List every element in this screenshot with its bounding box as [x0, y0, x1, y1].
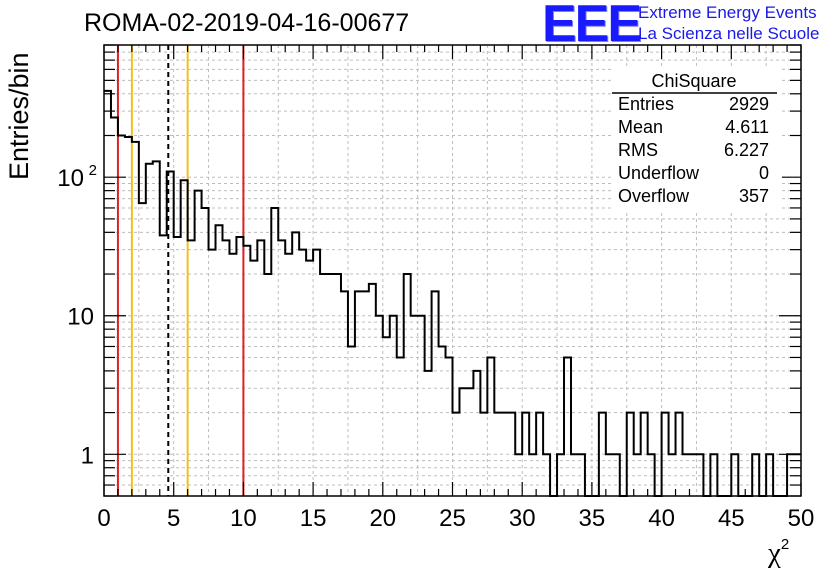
- stats-value: 0: [759, 163, 769, 183]
- x-axis-label: χ2: [768, 536, 789, 570]
- y-tick-label: 10: [67, 304, 94, 331]
- y-tick-label: 10: [57, 165, 84, 192]
- x-tick-label: 45: [718, 505, 745, 532]
- x-tick-label: 50: [788, 505, 815, 532]
- x-axis-label-main: χ: [768, 537, 781, 569]
- reference-lines: [116, 45, 245, 496]
- x-tick-label: 30: [509, 505, 536, 532]
- stats-label: Underflow: [618, 163, 700, 183]
- x-tick-label: 20: [369, 505, 396, 532]
- eee-logo-mark: EEE: [542, 0, 642, 53]
- stats-title: ChiSquare: [651, 71, 736, 91]
- stats-value: 357: [739, 186, 769, 206]
- stats-label: Overflow: [618, 186, 690, 206]
- stats-value: 2929: [729, 94, 769, 114]
- stats-label: Entries: [618, 94, 674, 114]
- stats-label: Mean: [618, 117, 663, 137]
- x-tick-label: 35: [579, 505, 606, 532]
- x-tick-label: 0: [97, 505, 110, 532]
- stats-label: RMS: [618, 140, 658, 160]
- logo-line-2: La Scienza nelle Scuole: [638, 24, 820, 43]
- y-tick-label: 1: [81, 442, 94, 469]
- logo-line-1: Extreme Energy Events: [638, 3, 817, 22]
- stats-value: 6.227: [724, 140, 769, 160]
- x-tick-label: 15: [300, 505, 327, 532]
- y-tick-label-sup: 2: [89, 162, 97, 179]
- x-tick-label: 25: [439, 505, 466, 532]
- axes: 0 5 10 15 20 25 30 35 40 45 50 1 10 10 2: [57, 44, 815, 532]
- stats-value: 4.611: [725, 117, 769, 137]
- stats-box: ChiSquare Entries 2929 Mean 4.611 RMS 6.227 Und…: [612, 66, 782, 212]
- x-tick-label: 40: [648, 505, 675, 532]
- grid: [104, 45, 801, 496]
- x-axis-label-sup: 2: [780, 536, 790, 553]
- x-tick-label: 5: [167, 505, 180, 532]
- stats-box-background: [612, 66, 782, 212]
- chart-title: ROMA-02-2019-04-16-00677: [84, 9, 410, 37]
- histogram-step-line: [104, 89, 801, 497]
- x-tick-label: 10: [230, 505, 257, 532]
